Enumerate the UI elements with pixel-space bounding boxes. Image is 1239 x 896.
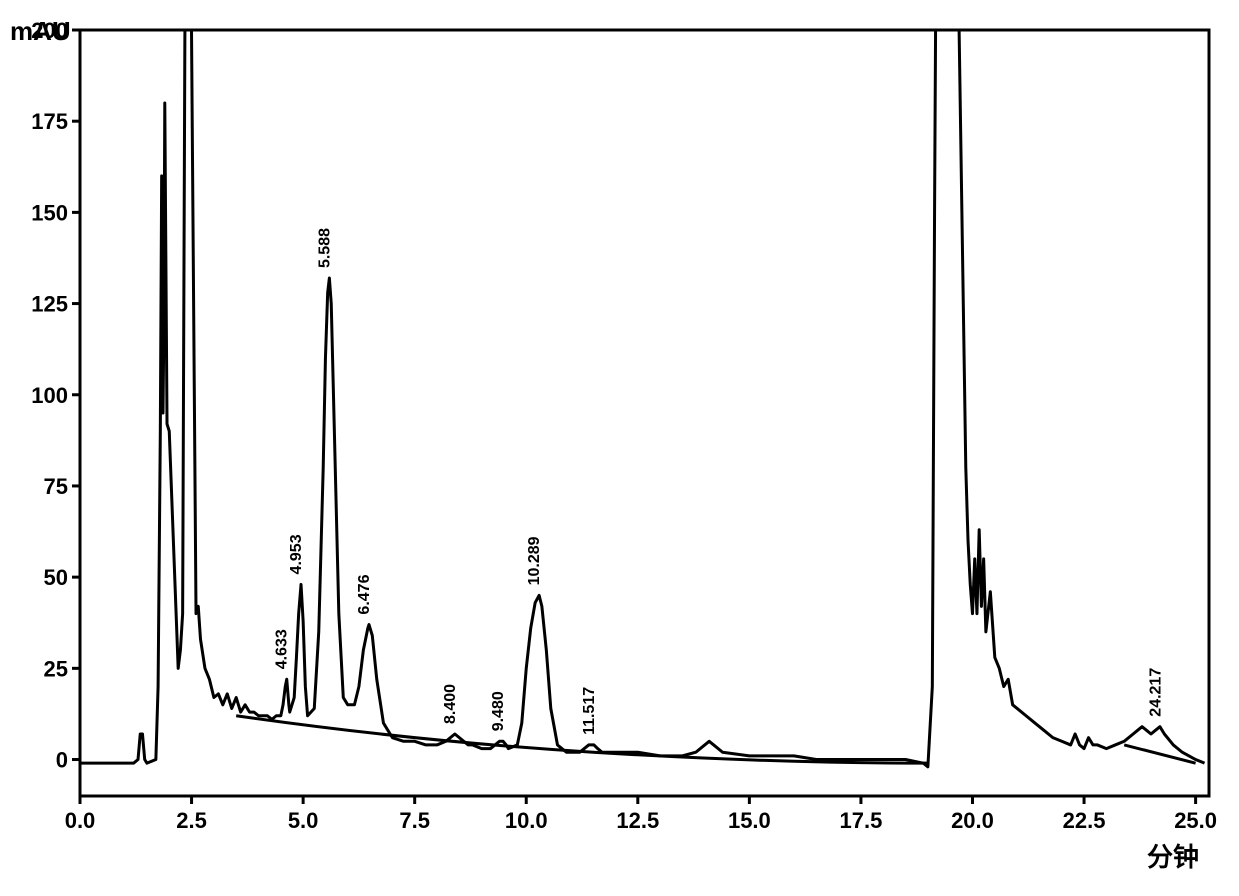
y-tick-label: 0 <box>56 748 68 773</box>
peak-label: 11.517 <box>581 687 598 735</box>
x-tick-label: 2.5 <box>176 808 207 833</box>
peak-label: 9.480 <box>490 691 507 731</box>
y-tick-label: 125 <box>31 292 68 317</box>
x-tick-label: 17.5 <box>840 808 883 833</box>
peak-label: 8.400 <box>442 684 459 724</box>
y-tick-label: 175 <box>31 109 68 134</box>
peak-label: 24.217 <box>1148 668 1165 717</box>
x-tick-label: 5.0 <box>288 808 319 833</box>
peak-label: 6.476 <box>356 574 373 614</box>
x-tick-label: 15.0 <box>728 808 771 833</box>
y-tick-label: 50 <box>44 565 68 590</box>
peak-label: 4.633 <box>274 629 291 669</box>
x-tick-label: 25.0 <box>1174 808 1217 833</box>
peak-label: 5.588 <box>316 228 333 268</box>
y-tick-label: 25 <box>44 656 68 681</box>
chart-svg: 02550751001251501752000.02.55.07.510.012… <box>0 0 1239 896</box>
y-tick-label: 150 <box>31 200 68 225</box>
x-tick-label: 7.5 <box>399 808 430 833</box>
chromatogram-chart: 02550751001251501752000.02.55.07.510.012… <box>0 0 1239 896</box>
x-tick-label: 12.5 <box>616 808 659 833</box>
peak-label: 10.289 <box>526 536 543 585</box>
peak-label: 4.953 <box>288 534 305 574</box>
x-tick-label: 0.0 <box>65 808 96 833</box>
y-axis-label: mAU <box>10 16 71 46</box>
y-tick-label: 75 <box>44 474 68 499</box>
x-tick-label: 20.0 <box>951 808 994 833</box>
y-tick-label: 100 <box>31 383 68 408</box>
x-axis-label: 分钟 <box>1147 842 1199 872</box>
x-tick-label: 10.0 <box>505 808 548 833</box>
x-tick-label: 22.5 <box>1063 808 1106 833</box>
